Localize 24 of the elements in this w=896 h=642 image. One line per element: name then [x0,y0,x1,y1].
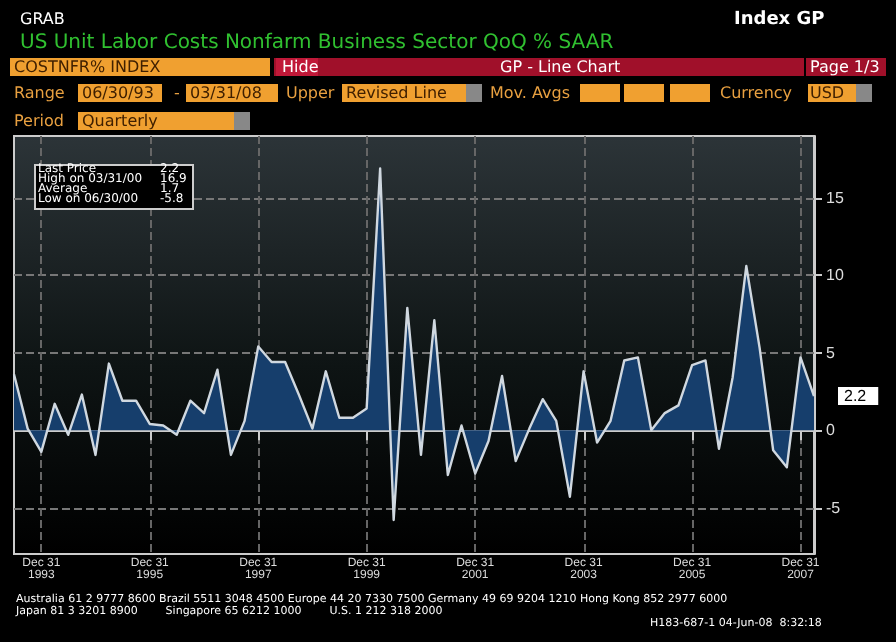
text: Page 1/3 [810,58,880,78]
text: Range [14,84,65,104]
text: Revised Line [346,84,447,104]
data-label: 2.2 [844,387,868,406]
text: Quarterly [82,112,158,132]
chart-title: US Unit Labor Costs Nonfarm Business Sector QoQ % SAAR [20,32,614,54]
text: - [174,84,180,104]
text: Currency [720,84,793,104]
text: Period [14,112,64,132]
text: GRAB [20,10,65,30]
text: USD [810,84,845,104]
text: Upper [286,84,335,104]
text: Mov. Avgs [490,84,570,104]
y-tick-label: -5 [826,498,842,517]
text: COSTNFR% INDEX [14,58,161,78]
y-tick-label: 5 [826,343,836,362]
y-tick-label: 10 [826,266,845,285]
text: 06/30/93 [82,84,154,104]
y-tick-label: 15 [826,188,845,207]
text: Index GP [734,10,825,30]
text: GP - Line Chart [500,58,621,78]
text: Hide [282,58,319,78]
text: 03/31/08 [190,84,262,104]
y-tick-label: 0 [826,421,836,440]
